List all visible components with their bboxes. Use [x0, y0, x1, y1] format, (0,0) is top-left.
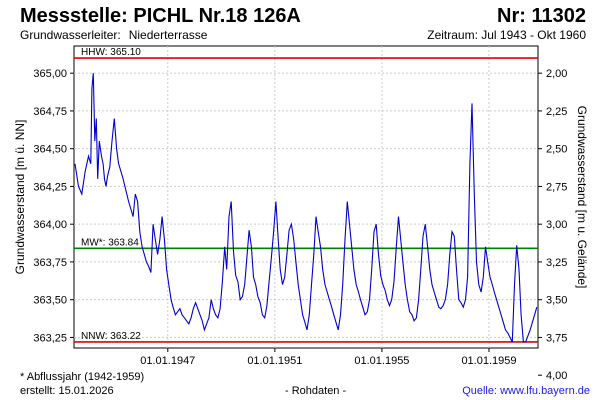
x-tick-label: 01.01.1951 [247, 355, 302, 367]
left-tick-label: 363,50 [33, 295, 67, 307]
reference-lines: HHW: 365.10 MW*: 363.84 NNW: 363.22 [74, 47, 538, 343]
right-tick-label: 3,00 [546, 219, 567, 231]
left-tick-label: 363,75 [33, 257, 67, 269]
data-type-label: - Rohdaten - [285, 385, 347, 397]
right-y-axis-title: Grundwasserstand [m u. Gelände] [575, 106, 589, 289]
right-tick-label: 3,25 [546, 257, 567, 269]
aquifer-info: Grundwasserleiter: Niederterrasse [20, 28, 207, 42]
series-line [74, 73, 538, 343]
created-date: erstellt: 15.01.2026 [20, 385, 114, 397]
ref-label-hhw: HHW: 365.10 [81, 47, 141, 58]
x-tick-label: 01.01.1959 [461, 355, 516, 367]
ref-label-mw: MW*: 363.84 [81, 237, 139, 248]
right-tick-label: 2,75 [546, 181, 567, 193]
chart-header: Messstelle: PICHL Nr.18 126A Nr: 11302 G… [0, 0, 600, 48]
right-tick-label: 2,25 [546, 106, 567, 118]
left-y-ticks: 365,00 364,75 364,50 364,25 364,00 363,75 363,… [33, 68, 74, 344]
footnote: * Abflussjahr (1942-1959) [20, 371, 145, 383]
period-info: Zeitraum: Jul 1943 - Okt 1960 [427, 28, 586, 42]
right-tick-label: 4,00 [546, 370, 567, 382]
right-tick-label: 2,50 [546, 144, 567, 156]
station-title: Messstelle: PICHL Nr.18 126A [20, 5, 301, 27]
plot-area [73, 45, 539, 349]
left-tick-label: 365,00 [33, 68, 67, 80]
aquifer-value: Niederterrasse [128, 28, 208, 42]
right-y-ticks: 2,00 2,25 2,50 2,75 3,00 3,25 3,50 3,75 4,00 [538, 68, 567, 382]
source-link[interactable]: www.lfu.bayern.de [500, 385, 590, 397]
source-info: Quelle: www.lfu.bayern.de [462, 385, 590, 397]
left-tick-label: 363,25 [33, 332, 67, 344]
aquifer-label: Grundwasserleiter: [20, 28, 121, 42]
source-label: Quelle: [462, 385, 498, 397]
left-y-axis-title: Grundwasserstand [m ü. NN] [13, 120, 27, 275]
x-tick-label: 01.01.1955 [354, 355, 409, 367]
left-tick-label: 364,75 [33, 106, 67, 118]
grid-lines [74, 46, 538, 348]
station-number: Nr: 11302 [497, 5, 586, 27]
right-tick-label: 3,50 [546, 295, 567, 307]
right-tick-label: 3,75 [546, 332, 567, 344]
x-ticks: 01.01.1947 01.01.1951 01.01.1955 01.01.1959 [140, 348, 517, 367]
left-tick-label: 364,50 [33, 144, 67, 156]
left-tick-label: 364,00 [33, 219, 67, 231]
x-tick-label: 01.01.1947 [140, 355, 195, 367]
right-tick-label: 2,00 [546, 68, 567, 80]
left-tick-label: 364,25 [33, 181, 67, 193]
ref-label-nnw: NNW: 363.22 [81, 331, 141, 342]
